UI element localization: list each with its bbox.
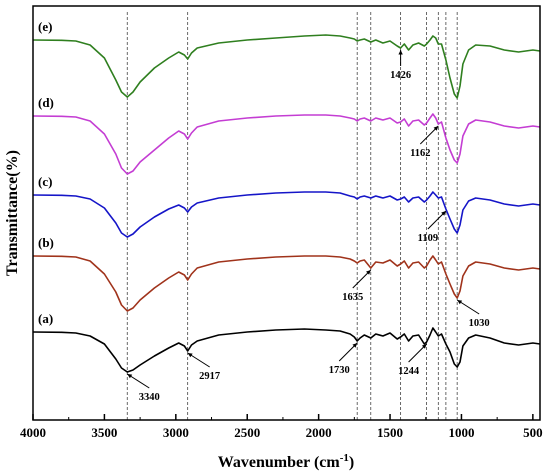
x-axis-title-main: Wavenumber (cm: [218, 454, 341, 471]
x-axis-title: Wavenumber (cm-1): [218, 452, 354, 471]
x-tick-label-500: 500: [523, 425, 543, 440]
x-tick-label-2000: 2000: [306, 425, 332, 440]
annotation-label-1162: 1162: [410, 148, 430, 159]
plot-frame: [32, 5, 541, 421]
annotation-label-1426: 1426: [390, 70, 411, 81]
annotation-arrowhead-3340: [127, 374, 133, 379]
annotation-arrowhead-2917: [187, 353, 193, 358]
spectrum-c: [32, 191, 541, 238]
x-tick-label-1000: 1000: [448, 425, 474, 440]
x-tick-label-2500: 2500: [234, 425, 260, 440]
annotation-label-1635: 1635: [342, 292, 363, 303]
annotation-arrowhead-1244: [421, 344, 427, 349]
curve-label-b: (b): [38, 235, 54, 250]
x-tick-label-1500: 1500: [377, 425, 403, 440]
curve-labels: (a) (b) (c) (d) (e): [38, 19, 54, 326]
x-tick-label-3500: 3500: [91, 425, 117, 440]
annotation-arrowhead-1162: [433, 126, 439, 131]
curve-label-c: (c): [38, 174, 52, 189]
annotation-arrowhead-1730: [352, 343, 358, 348]
curve-label-d: (d): [38, 95, 54, 110]
x-tick-label-3000: 3000: [163, 425, 189, 440]
annotation-label-1244: 1244: [398, 366, 420, 377]
spectrum-b: [32, 255, 541, 312]
x-axis-title-close: ): [349, 454, 354, 471]
annotation-arrowhead-1635: [366, 270, 371, 275]
annotation-label-3340: 3340: [139, 392, 160, 403]
x-tick-label-4000: 4000: [20, 425, 46, 440]
annotation-label-1109: 1109: [418, 233, 438, 244]
reference-lines: [126, 12, 458, 420]
x-axis-title-sup: -1: [340, 452, 349, 464]
annotation-label-1730: 1730: [329, 365, 350, 376]
annotation-label-2917: 2917: [199, 371, 220, 382]
y-axis-title: Transmittance(%): [4, 150, 21, 276]
spectrum-e: [32, 34, 541, 99]
x-axis-ticks: 4000 3500 3000 2500 2000 1500 1000 500: [20, 414, 543, 440]
spectrum-d: [32, 113, 541, 175]
annotation-arrowhead-1109: [441, 211, 446, 216]
spectra-curves: [32, 34, 541, 373]
annotation-label-1030: 1030: [469, 318, 490, 329]
peak-annotations: 3340 2917 1730 1244 1635 1030 1109 1162 1426: [126, 50, 490, 403]
annotation-arrowhead-1426: [398, 50, 403, 55]
curve-label-a: (a): [38, 311, 53, 326]
spectrum-a: [32, 327, 541, 373]
annotation-arrowhead-1030: [457, 300, 463, 305]
curve-label-e: (e): [38, 19, 52, 34]
